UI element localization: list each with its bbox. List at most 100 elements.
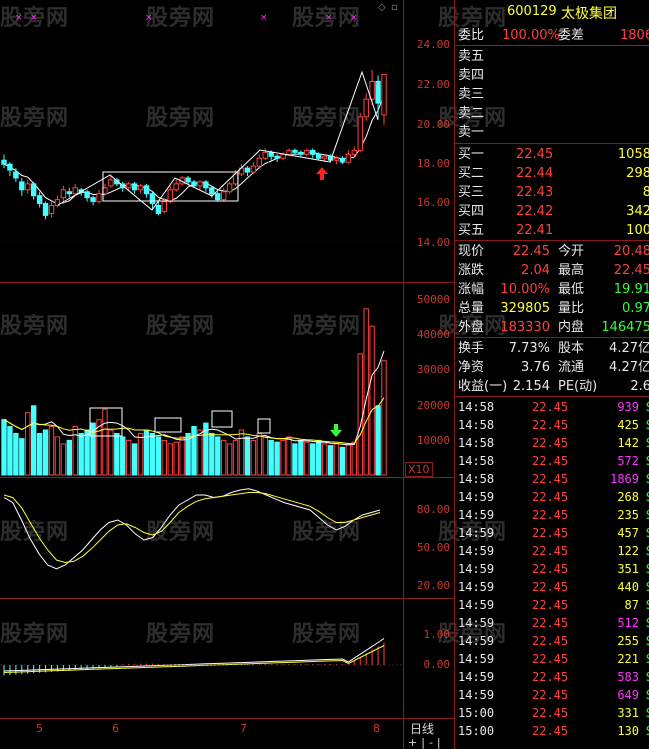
candle-body	[42, 203, 49, 216]
date-tick: 8	[373, 722, 380, 735]
volume-bar	[149, 432, 156, 476]
volume-bar	[327, 445, 334, 476]
volume-bar	[90, 422, 96, 476]
candle-body	[345, 153, 352, 163]
candle-body	[375, 80, 381, 104]
axis-tick: 20.00	[416, 579, 450, 592]
window-icon[interactable]: ▫	[391, 2, 398, 13]
sell-level-row: 卖五	[458, 49, 485, 64]
volume-highlight-box	[211, 410, 233, 428]
buy-level-row: 买四 22.42 342	[458, 204, 649, 219]
candle-body	[298, 151, 304, 155]
volume-bar	[262, 436, 268, 476]
candle-body	[19, 181, 25, 191]
volume-bar	[292, 443, 298, 476]
candle-body	[191, 181, 197, 187]
order-ratio-row: 委比 100.00% 委差 1806	[458, 28, 649, 43]
candle-body	[13, 171, 19, 179]
date-tick: 6	[112, 722, 119, 735]
volume-bar	[351, 441, 358, 476]
candle-body	[30, 183, 37, 197]
candle-body	[339, 157, 346, 163]
candle-body	[262, 151, 268, 159]
macd-dea-line	[3, 645, 385, 673]
volume-bar	[381, 360, 387, 476]
stock-header: 600129 太极集团	[455, 0, 649, 24]
candle-body	[96, 193, 102, 203]
candle-body	[84, 191, 90, 199]
volume-bar	[298, 439, 304, 476]
volume-bar	[155, 436, 162, 476]
volume-bar	[209, 432, 215, 476]
volume-arrow-icon	[330, 424, 342, 437]
zoom-sep: |	[421, 736, 429, 749]
candle-body	[256, 157, 263, 167]
zoom-controls[interactable]: +|-|	[408, 736, 445, 749]
kline-chart[interactable]: × × × × × ×	[0, 0, 404, 720]
axis-tick: 40000	[416, 328, 450, 341]
sell-level-row: 卖四	[458, 68, 485, 83]
volume-bar	[357, 353, 363, 476]
volume-bar	[179, 436, 185, 476]
candle-body	[36, 195, 43, 205]
candle-body	[131, 183, 138, 191]
axis-tick: 0.00	[423, 658, 451, 671]
candle-body	[250, 165, 257, 173]
sell-level-row: 卖二	[458, 106, 485, 121]
candle-body	[369, 80, 375, 100]
axis-tick: 80.00	[416, 503, 450, 516]
candle-body	[363, 98, 369, 118]
candle-body	[351, 149, 358, 155]
volume-bar	[114, 432, 120, 476]
candle-body	[292, 149, 298, 153]
volume-unit-label: X10	[405, 462, 433, 477]
candle-body	[209, 187, 215, 195]
axis-tick: 22.00	[416, 78, 450, 91]
signal-marker: ×	[350, 13, 358, 23]
volume-bar	[215, 436, 221, 476]
volume-bar	[19, 438, 25, 476]
axis-tick: 14.00	[416, 236, 450, 249]
volume-bar	[315, 439, 322, 476]
volume-bar	[125, 439, 132, 476]
candle-body	[381, 74, 387, 116]
stat-row: 外盘 183330 内盘 146475	[458, 320, 649, 335]
chart-axis-separator	[403, 0, 404, 749]
volume-bar	[304, 441, 310, 476]
candle-body	[315, 153, 322, 159]
buy-level-row: 买一 22.45 1058	[458, 147, 649, 162]
zoom-in-button[interactable]: +	[408, 736, 422, 749]
volume-bar	[78, 432, 84, 476]
volume-bar	[1, 419, 7, 476]
volume-bar	[84, 429, 90, 476]
volume-bar	[185, 432, 191, 476]
panel-separator	[454, 0, 455, 749]
period-label[interactable]: 日线	[410, 722, 435, 736]
signal-marker: ×	[260, 13, 268, 23]
volume-bar	[345, 443, 352, 476]
volume-ma5	[3, 350, 385, 446]
candle-body	[226, 183, 233, 193]
axis-tick: 10000	[416, 434, 450, 447]
diamond-icon[interactable]: ◇	[378, 2, 386, 13]
macd-date-divider	[0, 718, 454, 719]
candle-body	[268, 151, 274, 157]
axis-tick: 1.00	[423, 628, 451, 641]
volume-bar	[369, 325, 375, 476]
volume-bar	[375, 405, 381, 476]
volume-bar	[238, 429, 245, 476]
candle-body	[244, 167, 251, 173]
candle-body	[90, 197, 96, 203]
zoom-out-button[interactable]: -	[428, 736, 437, 749]
candle-body	[155, 205, 162, 214]
